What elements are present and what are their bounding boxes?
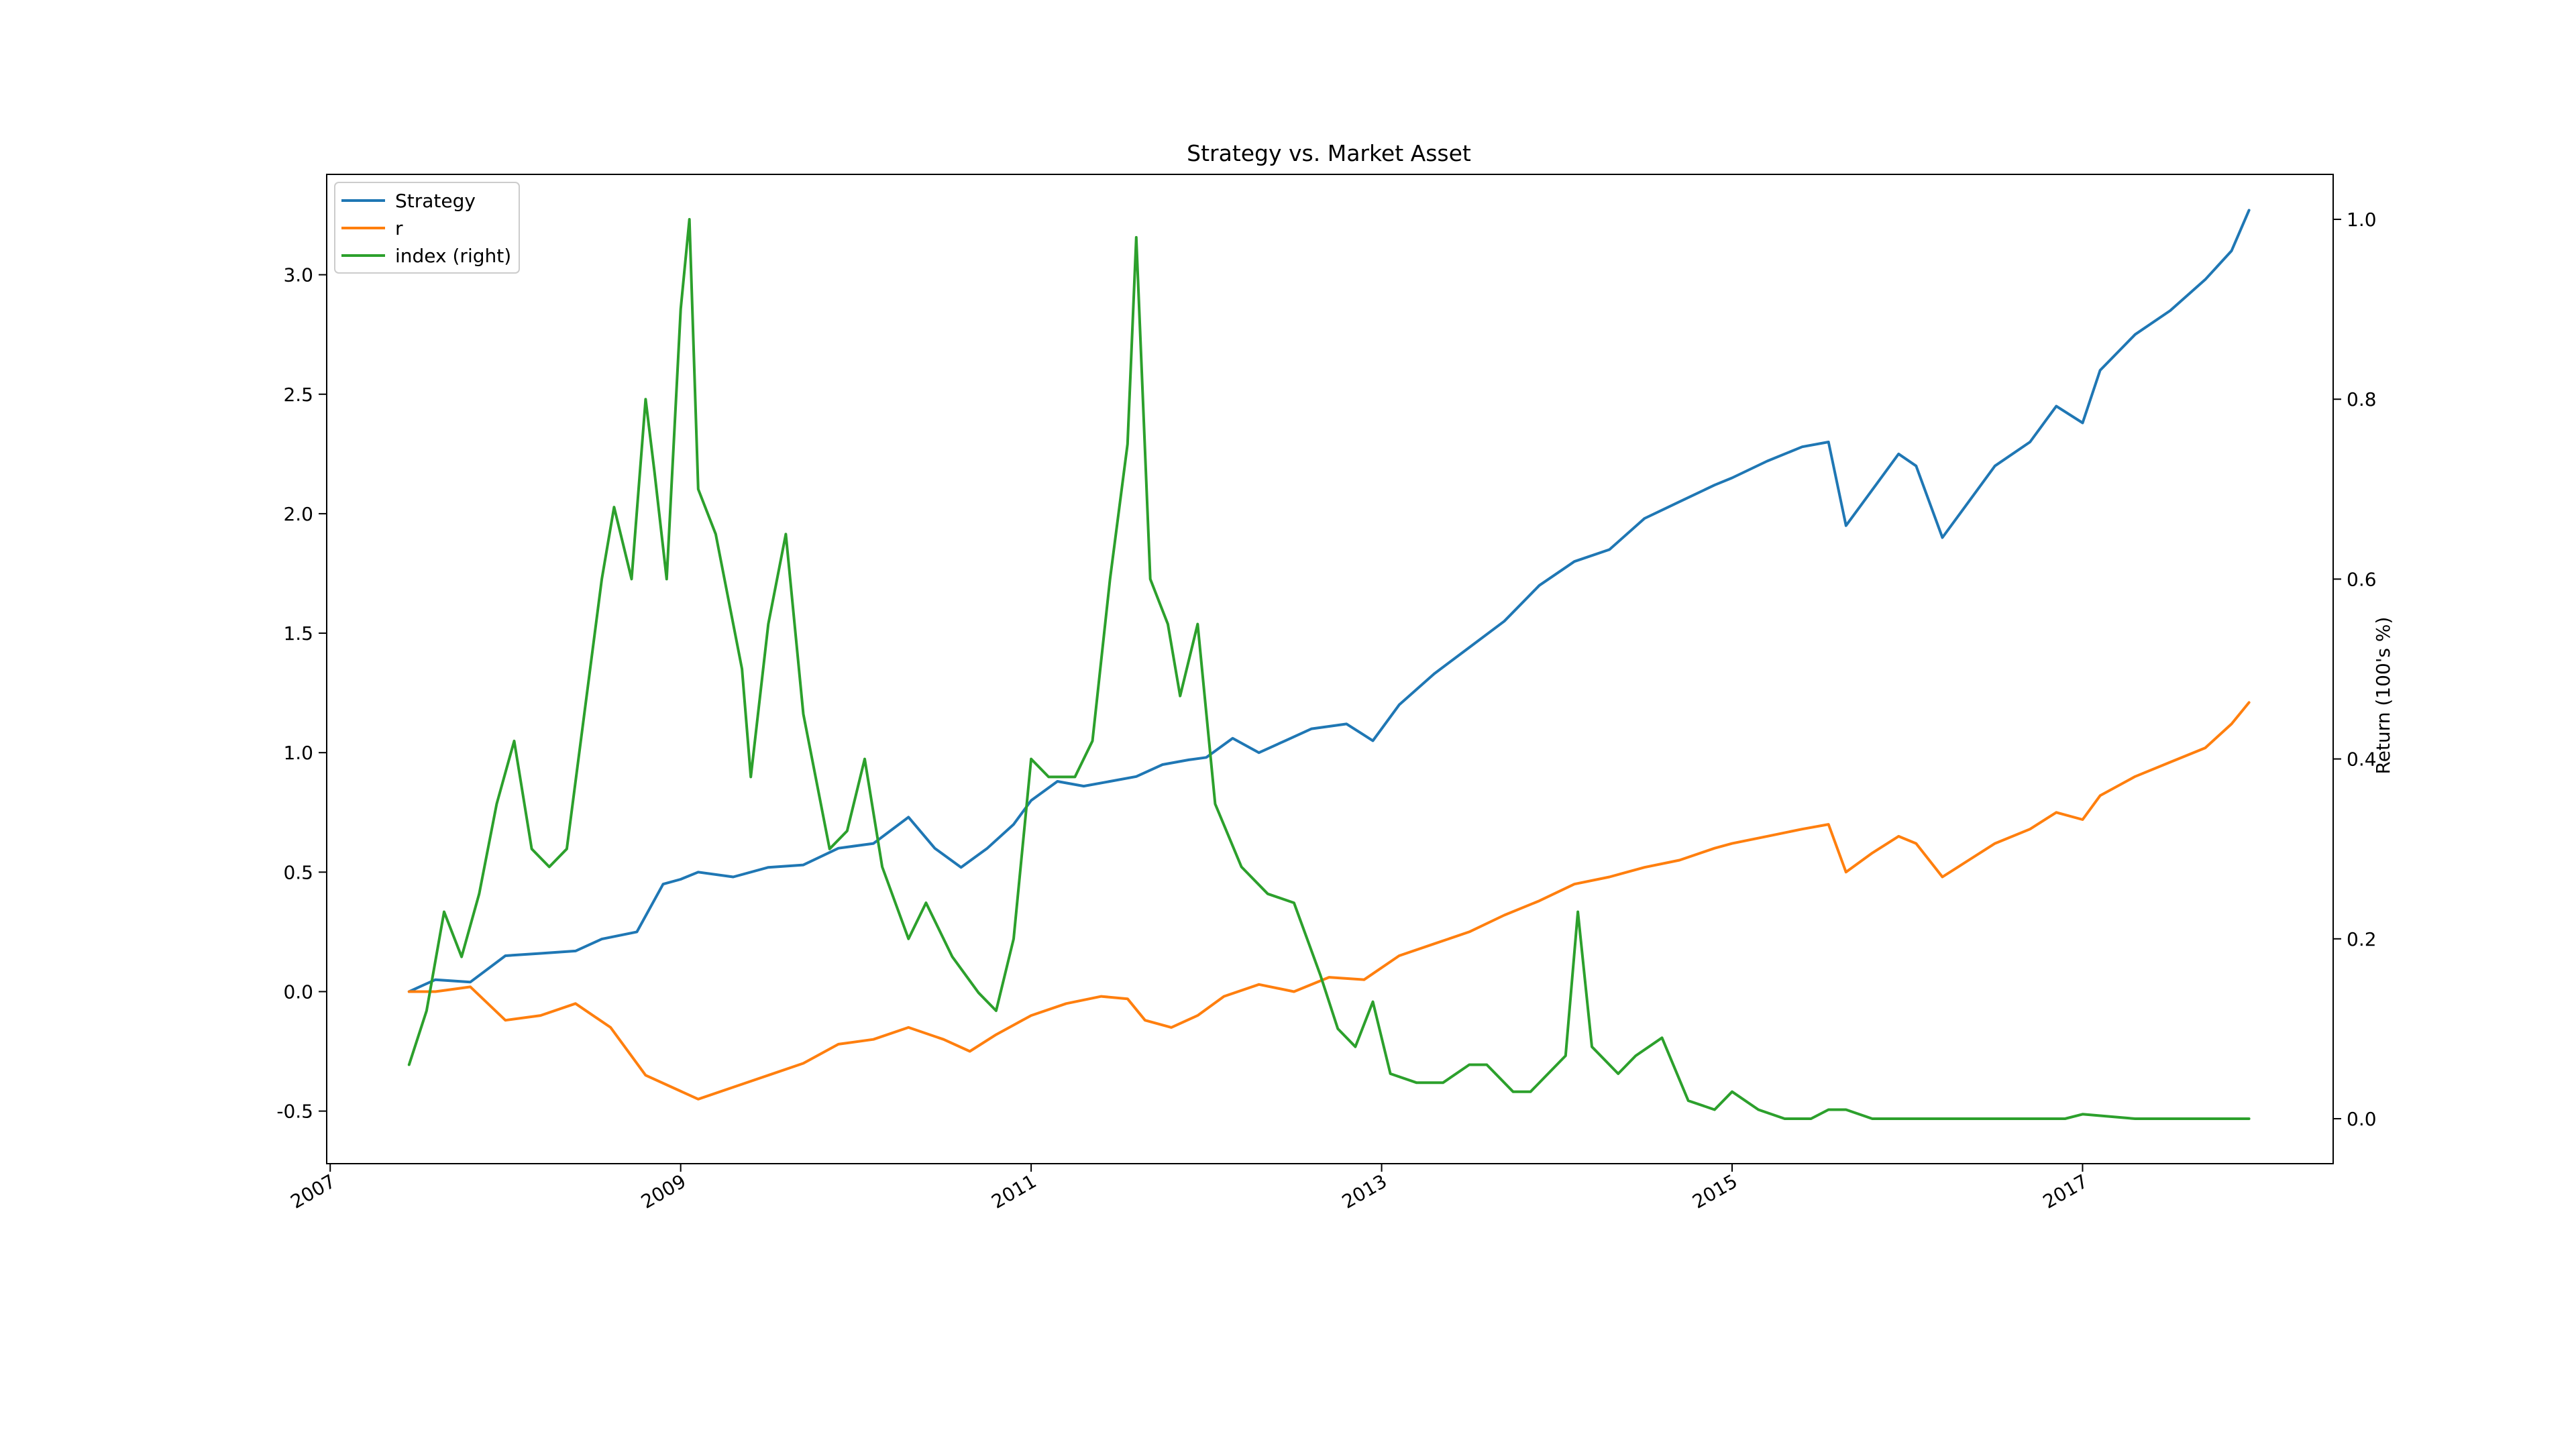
right-y-tick-label: 0.2 — [2347, 928, 2377, 950]
legend-label-2: index (right) — [395, 245, 511, 267]
right-y-tick-label: 0.0 — [2347, 1108, 2377, 1130]
plot-frame — [326, 174, 2334, 1164]
left-y-tick-label: 1.5 — [283, 622, 313, 645]
left-y-tick-label: 3.0 — [283, 264, 313, 286]
right-y-tick-label: 0.4 — [2347, 748, 2377, 771]
left-y-tick-label: 2.5 — [283, 384, 313, 406]
legend-label-0: Strategy — [395, 190, 476, 212]
series-line-0 — [407, 209, 2251, 993]
plot-area — [407, 209, 2251, 1120]
left-y-tick-label: -0.5 — [276, 1101, 313, 1123]
left-y-tick-label: 0.0 — [283, 981, 313, 1003]
right-axis-label: Return (100's %) — [2372, 617, 2394, 775]
legend-label-1: r — [395, 217, 403, 239]
chart-title: Strategy vs. Market Asset — [1187, 140, 1471, 166]
series-line-2 — [407, 218, 2251, 1120]
left-y-tick-label: 2.0 — [283, 503, 313, 525]
left-y-tick-label: 0.5 — [283, 861, 313, 883]
legend-box — [334, 182, 520, 274]
right-y-tick-label: 0.8 — [2347, 388, 2377, 410]
right-y-tick-label: 0.6 — [2347, 568, 2377, 590]
series-line-1 — [407, 701, 2251, 1101]
left-y-tick-label: 1.0 — [283, 742, 313, 764]
legend: Strategy r index (right) — [334, 182, 520, 274]
right-y-tick-label: 1.0 — [2347, 209, 2377, 231]
